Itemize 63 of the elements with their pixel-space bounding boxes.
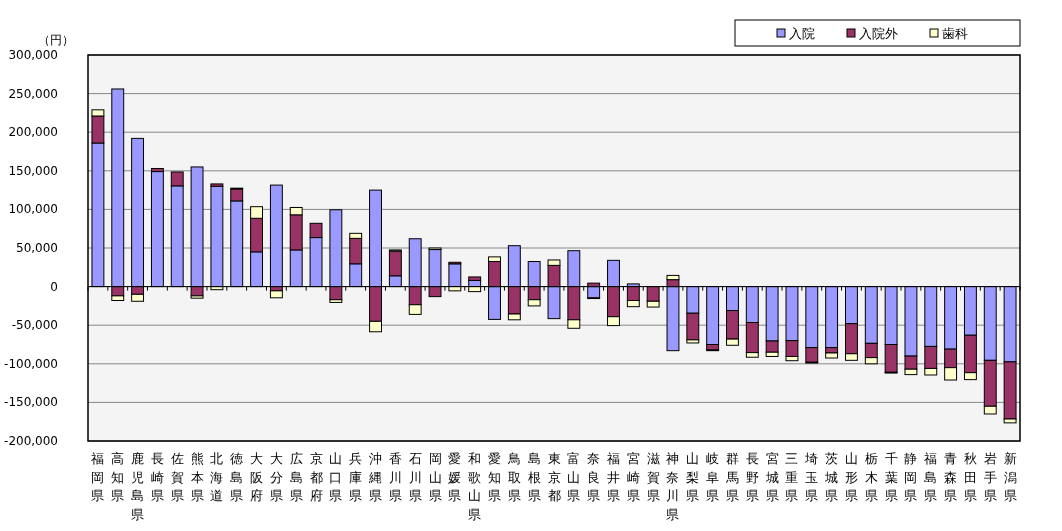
x-tick-label: 静岡県	[904, 451, 918, 503]
y-tick-label: -200,000	[4, 434, 58, 448]
y-tick-label: 150,000	[8, 163, 58, 178]
x-tick-label: 奈良県	[587, 451, 601, 503]
legend-label: 入院	[789, 26, 815, 41]
legend-label: 歯科	[942, 26, 968, 41]
x-tick-label: 岩手県	[983, 451, 997, 503]
x-tick-label: 山口県	[329, 451, 343, 503]
x-tick-label: 熊本県	[190, 451, 204, 503]
y-axis-title: （円）	[38, 33, 74, 47]
x-tick-label: 宮城県	[764, 451, 779, 503]
x-tick-label: 新潟県	[1003, 451, 1017, 503]
x-tick-label: 島根県	[527, 451, 541, 503]
x-tick-label: 石川県	[408, 451, 422, 503]
x-tick-label: 神奈川県	[666, 451, 680, 522]
x-tick-label: 岐阜県	[706, 451, 720, 503]
x-tick-label: 東京都	[547, 451, 561, 503]
x-tick-label: 岡山県	[428, 451, 442, 503]
y-tick-label: 200,000	[8, 125, 58, 140]
x-tick-label: 広島県	[289, 451, 303, 503]
y-tick-label: 250,000	[8, 86, 58, 101]
x-tick-label: 栃木県	[864, 451, 878, 503]
x-tick-label: 茨城県	[824, 451, 839, 503]
x-tick-label: 兵庫県	[349, 451, 363, 503]
x-tick-label: 山梨県	[686, 451, 700, 503]
x-tick-label: 大分県	[269, 451, 283, 503]
x-tick-label: 群馬県	[724, 451, 739, 503]
x-tick-label: 佐賀県	[170, 451, 184, 503]
x-tick-label: 福島県	[924, 451, 938, 503]
x-tick-label: 沖縄県	[368, 451, 383, 503]
x-tick-label: 長崎県	[150, 451, 164, 503]
x-tick-label: 山形県	[844, 451, 858, 503]
x-tick-label: 宮崎県	[626, 451, 640, 503]
x-tick-label: 愛知県	[488, 451, 502, 503]
x-tick-label: 北海道	[210, 451, 224, 503]
x-tick-label: 鹿児島県	[131, 451, 145, 522]
y-tick-label: 300,000	[8, 48, 58, 62]
x-tick-label: 福岡県	[91, 451, 105, 503]
y-tick-label: 0	[50, 279, 58, 294]
x-tick-label: 青森県	[944, 451, 958, 503]
x-tick-label: 三重県	[785, 451, 799, 503]
x-tick-label: 長野県	[745, 451, 759, 503]
y-tick-label: 100,000	[8, 202, 58, 217]
x-tick-label: 滋賀県	[646, 451, 660, 503]
x-tick-label: 高知県	[111, 451, 125, 503]
x-tick-label: 埼玉県	[804, 451, 819, 503]
x-tick-label: 大阪府	[250, 451, 264, 503]
x-tick-label: 秋田県	[963, 451, 977, 503]
x-tick-label: 千葉県	[884, 451, 898, 503]
x-tick-label: 京都府	[309, 451, 323, 503]
x-tick-label: 福井県	[606, 451, 620, 503]
y-tick-label: -50,000	[11, 318, 58, 333]
y-tick-label: 50,000	[16, 241, 58, 255]
legend-label: 入院外	[859, 26, 898, 41]
bar	[269, 290, 283, 299]
x-tick-label: 和歌山県	[468, 451, 482, 522]
x-tick-label: 鳥取県	[506, 451, 521, 503]
y-tick-label: -150,000	[4, 395, 58, 410]
x-tick-label: 富山県	[567, 451, 581, 503]
x-tick-label: 愛媛県	[448, 451, 462, 503]
y-tick-label: -100,000	[4, 356, 58, 371]
x-tick-label: 徳島県	[230, 451, 244, 503]
x-tick-label: 香川県	[388, 451, 402, 503]
